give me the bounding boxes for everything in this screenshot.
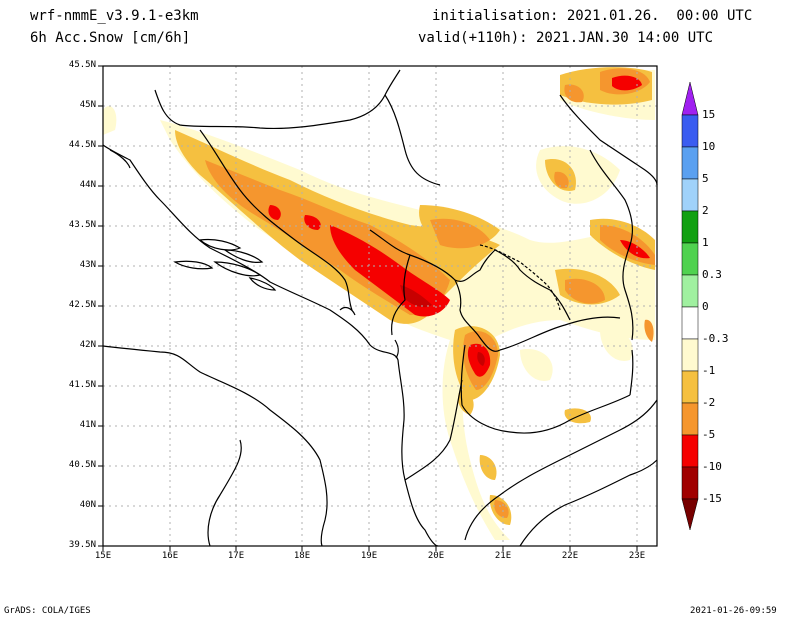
valid-time: valid(+110h): 2021.JAN.30 14:00 UTC bbox=[418, 30, 714, 46]
colorbar-cap-top bbox=[681, 81, 699, 116]
colorbar-label: -10 bbox=[702, 460, 722, 473]
colorbar-label: -2 bbox=[702, 396, 716, 409]
lon-label: 20E bbox=[427, 551, 445, 561]
colorbar bbox=[681, 81, 699, 531]
lat-label: 44N bbox=[79, 180, 96, 190]
colorbar-label: -1 bbox=[702, 364, 716, 377]
colorbar-label: -0.3 bbox=[702, 332, 729, 345]
colorbar-label: 0 bbox=[702, 300, 709, 313]
lon-label: 18E bbox=[293, 551, 311, 561]
colorbar-label: 15 bbox=[702, 108, 716, 121]
lon-label: 19E bbox=[360, 551, 378, 561]
model-title: wrf-nmmE_v3.9.1-e3km bbox=[30, 8, 199, 24]
lat-label: 44.5N bbox=[68, 140, 96, 150]
colorbar-label: 1 bbox=[702, 236, 709, 249]
lat-label: 43.5N bbox=[68, 220, 96, 230]
lon-label: 21E bbox=[494, 551, 512, 561]
colorbar-label: -15 bbox=[702, 492, 722, 505]
lon-label: 16E bbox=[161, 551, 179, 561]
lon-label: 23E bbox=[628, 551, 646, 561]
lat-label: 40.5N bbox=[68, 460, 96, 470]
colorbar-label: 2 bbox=[702, 204, 709, 217]
lat-label: 41N bbox=[79, 420, 96, 430]
colorbar-label: 0.3 bbox=[702, 268, 722, 281]
variable-title: 6h Acc.Snow [cm/6h] bbox=[30, 30, 191, 46]
lat-label: 42N bbox=[79, 340, 96, 350]
colorbar-cap-bottom bbox=[681, 498, 699, 531]
lat-label: 43N bbox=[79, 260, 96, 270]
lat-lon-grid bbox=[103, 66, 657, 546]
init-time: initialisation: 2021.01.26. 00:00 UTC bbox=[432, 8, 753, 24]
colorbar-label: 10 bbox=[702, 140, 716, 153]
lat-label: 42.5N bbox=[68, 300, 96, 310]
colorbar-label: 5 bbox=[702, 172, 709, 185]
lat-label: 45.5N bbox=[68, 60, 96, 70]
footer-credit: GrADS: COLA/IGES bbox=[4, 606, 91, 616]
footer-timestamp: 2021-01-26-09:59 bbox=[690, 606, 777, 616]
axis-ticks bbox=[98, 65, 638, 551]
lon-label: 17E bbox=[227, 551, 245, 561]
coastlines-borders bbox=[102, 69, 658, 547]
lat-label: 40N bbox=[79, 500, 96, 510]
snow-fields bbox=[103, 67, 655, 540]
lat-label: 41.5N bbox=[68, 380, 96, 390]
lat-label: 39.5N bbox=[68, 540, 96, 550]
lon-label: 22E bbox=[561, 551, 579, 561]
colorbar-label: -5 bbox=[702, 428, 716, 441]
lat-label: 45N bbox=[79, 100, 96, 110]
lon-label: 15E bbox=[94, 551, 112, 561]
